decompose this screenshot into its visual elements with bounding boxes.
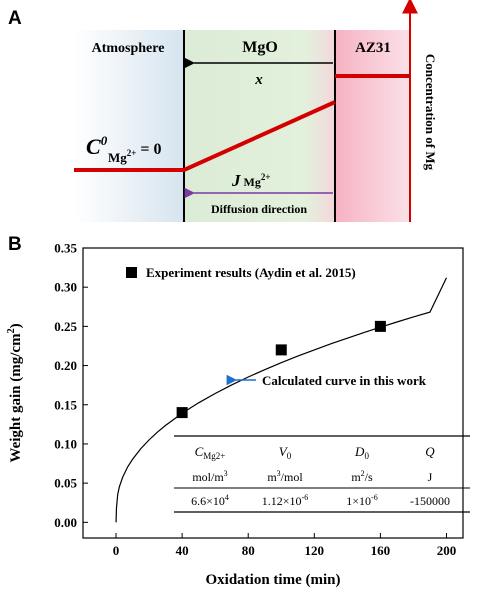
calculated-curve-line [115, 277, 448, 523]
plot-frame [82, 247, 464, 539]
table-value-q: -150000 [410, 494, 450, 508]
panel-b: B 0 40 80 120 160 200 0.00 0.05 0.10 0.15 0.20 0.2… [6, 234, 470, 588]
az31-label: AZ31 [355, 40, 391, 56]
experiment-point [176, 407, 188, 419]
table-value-v0: 1.12×10-6 [262, 493, 308, 508]
table-header-q: Q [425, 444, 435, 459]
table-unit-v0: m3/mol [267, 469, 303, 484]
y-axis-label: Weight gain (mg/cm2) [6, 323, 24, 462]
c0-label: C0Mg2+ = 0 [86, 133, 162, 165]
panel-a: A Atmosphere MgO AZ31 x C0Mg2+ = 0 J Mg2… [8, 0, 438, 222]
x-axis-ticks: 0 40 80 120 160 200 [113, 533, 456, 558]
y-tick-label: 0.15 [54, 397, 77, 412]
table-unit-cmg: mol/m3 [192, 469, 227, 484]
az31-region [335, 30, 410, 222]
flux-label: J Mg2+ [231, 171, 270, 190]
mgo-label: MgO [242, 39, 278, 56]
y-axis-ticks: 0.00 0.05 0.10 0.15 0.20 0.25 0.30 0.35 [54, 241, 88, 530]
x-tick-label: 80 [242, 543, 255, 558]
panel-a-letter: A [8, 8, 22, 29]
experiment-point [275, 344, 287, 356]
x-axis-label: Oxidation time (min) [206, 572, 341, 588]
x-tick-label: 120 [305, 543, 325, 558]
y-tick-label: 0.20 [54, 358, 77, 373]
y-tick-label: 0.30 [54, 280, 77, 295]
table-header-cmg: CMg2+ [195, 444, 226, 461]
thickness-symbol: x [254, 72, 263, 88]
legend-experiment-label: Experiment results (Aydin et al. 2015) [146, 265, 356, 280]
table-unit-q: J [428, 470, 433, 484]
table-value-cmg: 6.6×104 [191, 493, 229, 508]
experiment-point [374, 320, 386, 332]
table-header-v0: V0 [279, 444, 292, 461]
concentration-profile-line [74, 100, 336, 172]
y-tick-label: 0.05 [54, 476, 77, 491]
x-tick-label: 160 [371, 543, 391, 558]
y-tick-label: 0.25 [54, 319, 77, 334]
y-tick-label: 0.00 [54, 515, 77, 530]
x-tick-label: 40 [176, 543, 189, 558]
table-value-d0: 1×10-6 [346, 493, 377, 508]
diffusion-direction-label: Diffusion direction [211, 202, 307, 216]
y-tick-label: 0.35 [54, 241, 77, 256]
concentration-axis-label: Concentration of Mg [423, 54, 438, 171]
legend-marker-experiment [126, 267, 137, 278]
mgo-region [184, 30, 335, 222]
atmosphere-label: Atmosphere [92, 41, 165, 56]
panel-b-letter: B [8, 234, 22, 255]
calculated-curve-annotation: Calculated curve in this work [262, 373, 427, 388]
x-tick-label: 200 [437, 543, 457, 558]
table-header-d0: D0 [354, 444, 369, 461]
table-unit-d0: m2/s [351, 469, 373, 484]
parameter-table: CMg2+ V0 D0 Q mol/m3 m3/mol m2/s J 6.6×1… [174, 435, 470, 513]
y-tick-label: 0.10 [54, 436, 77, 451]
atmosphere-region [74, 30, 184, 222]
x-tick-label: 0 [113, 543, 120, 558]
experiment-markers [176, 320, 386, 419]
